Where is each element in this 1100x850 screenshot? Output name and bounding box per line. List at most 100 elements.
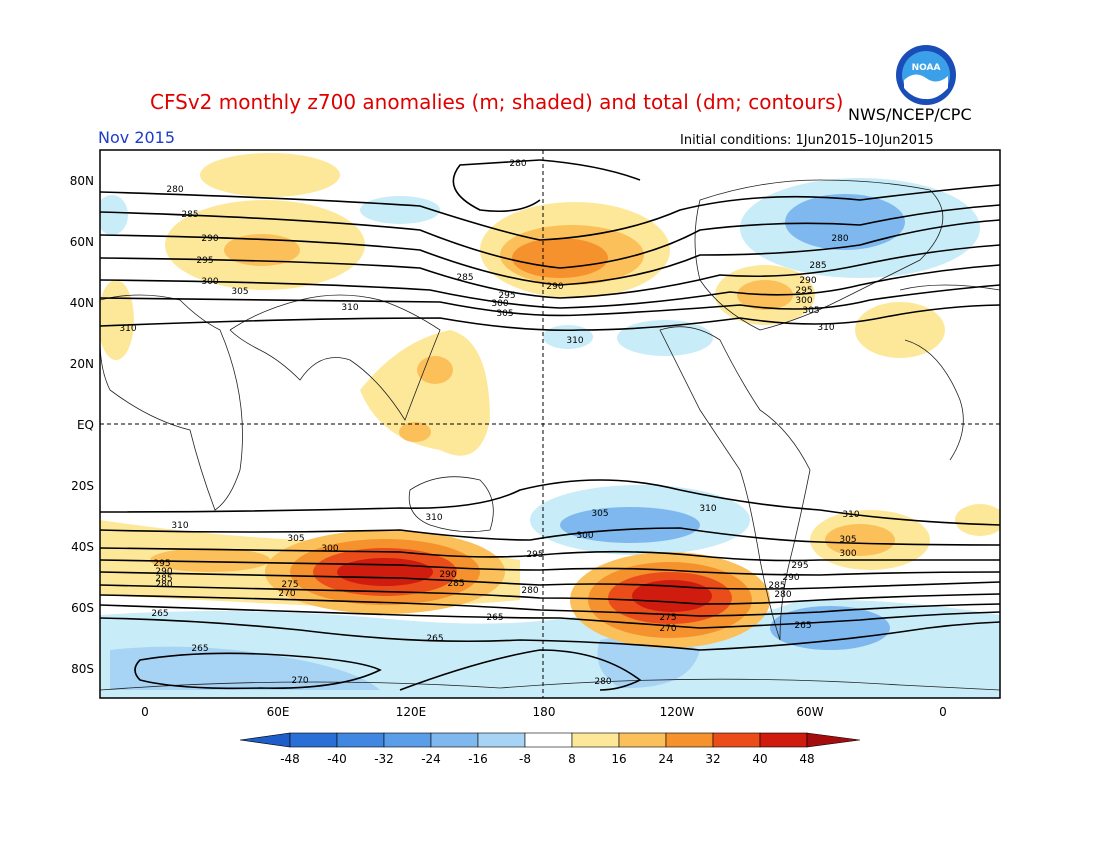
lon-label: 120E — [396, 705, 427, 719]
contour-label: 300 — [795, 296, 812, 306]
contour-label: 270 — [291, 676, 308, 686]
colorbar-label: -24 — [421, 752, 441, 766]
contour-label: 285 — [181, 210, 198, 220]
contour-label-group: 280 285 290 295 300 305 310 310 280 285 … — [119, 159, 859, 687]
contour-label: 270 — [278, 589, 295, 599]
org-label: NWS/NCEP/CPC — [848, 105, 972, 124]
contour-label: 300 — [321, 544, 338, 554]
contour-label: 300 — [201, 277, 218, 287]
noaa-logo: NOAA — [896, 45, 956, 105]
colorbar-label: 40 — [752, 752, 767, 766]
contour-label: 285 — [768, 581, 785, 591]
lat-label: 80N — [70, 174, 94, 188]
colorbar-label: 24 — [658, 752, 673, 766]
contour-label: 295 — [153, 559, 170, 569]
lat-label: 80S — [71, 662, 94, 676]
contour-label: 300 — [839, 549, 856, 559]
colorbar-label: -32 — [374, 752, 394, 766]
lon-label: 0 — [141, 705, 149, 719]
initial-conditions: Initial conditions: 1Jun2015–10Jun2015 — [680, 133, 934, 148]
colorbar-label: -16 — [468, 752, 488, 766]
svg-text:NOAA: NOAA — [912, 63, 941, 73]
lat-label: 40N — [70, 296, 94, 310]
lon-label: 120W — [660, 705, 695, 719]
contour-label: 305 — [496, 309, 513, 319]
contour-label: 305 — [839, 535, 856, 545]
contour-label: 265 — [426, 634, 443, 644]
contour-label: 280 — [166, 185, 183, 195]
contour-label: 280 — [774, 590, 791, 600]
colorbar-swatch — [430, 732, 479, 748]
contour-label: 310 — [341, 303, 358, 313]
contour-label: 285 — [456, 273, 473, 283]
positive-anomaly-shading — [100, 153, 1000, 648]
contour-label: 265 — [794, 621, 811, 631]
contour-label: 285 — [155, 574, 172, 584]
contour-label: 285 — [809, 261, 826, 271]
colorbar-swatch — [665, 732, 714, 748]
contour-label: 310 — [171, 521, 188, 531]
contour-label: 305 — [591, 509, 608, 519]
colorbar-low-arrow — [239, 732, 291, 748]
lat-label: 20N — [70, 357, 94, 371]
lon-label: 0 — [939, 705, 947, 719]
contour-label: 270 — [659, 624, 676, 634]
map-field: 280 285 290 295 300 305 310 310 280 285 … — [100, 150, 1000, 698]
contour-label: 280 — [155, 580, 172, 590]
lon-label: 60E — [267, 705, 290, 719]
colorbar-swatch — [524, 732, 573, 748]
contour-label: 285 — [447, 579, 464, 589]
coastlines — [100, 179, 1000, 691]
contour-label: 295 — [795, 286, 812, 296]
contour-label: 310 — [119, 324, 136, 334]
contour-label: 265 — [191, 644, 208, 654]
contour-label: 295 — [526, 550, 543, 560]
height-contours — [100, 159, 1000, 691]
contour-label: 310 — [817, 323, 834, 333]
contour-label: 265 — [151, 609, 168, 619]
colorbar-label: 16 — [611, 752, 626, 766]
contour-label: 300 — [491, 299, 508, 309]
colorbar-swatch — [477, 732, 526, 748]
colorbar — [239, 732, 861, 748]
contour-label: 280 — [594, 677, 611, 687]
contour-label: 310 — [842, 510, 859, 520]
contour-label: 280 — [521, 586, 538, 596]
contour-label: 290 — [799, 276, 816, 286]
contour-label: 300 — [576, 531, 593, 541]
colorbar-swatch — [712, 732, 761, 748]
contour-label: 290 — [439, 570, 456, 580]
chart-title: CFSv2 monthly z700 anomalies (m; shaded)… — [150, 90, 844, 114]
lon-label: 180 — [533, 705, 556, 719]
contour-label: 295 — [196, 256, 213, 266]
colorbar-label: 32 — [705, 752, 720, 766]
lat-label: 60S — [71, 601, 94, 615]
map-frame — [99, 149, 1001, 699]
lat-label: 40S — [71, 540, 94, 554]
lat-label: 60N — [70, 235, 94, 249]
colorbar-swatch — [336, 732, 385, 748]
colorbar-swatch — [571, 732, 620, 748]
colorbar-label: -48 — [280, 752, 300, 766]
contour-label: 305 — [231, 287, 248, 297]
contour-label: 290 — [546, 282, 563, 292]
contour-label: 275 — [281, 580, 298, 590]
colorbar-swatch — [383, 732, 432, 748]
contour-label: 295 — [498, 291, 515, 301]
contour-label: 305 — [802, 306, 819, 316]
contour-label: 305 — [287, 534, 304, 544]
lat-label: 20S — [71, 479, 94, 493]
colorbar-high-arrow — [806, 732, 861, 748]
contour-label: 280 — [509, 159, 526, 169]
contour-label: 265 — [486, 613, 503, 623]
colorbar-label: 48 — [799, 752, 814, 766]
contour-label: 290 — [201, 234, 218, 244]
colorbar-label: 8 — [568, 752, 576, 766]
contour-label: 310 — [566, 336, 583, 346]
contour-label: 310 — [699, 504, 716, 514]
forecast-month: Nov 2015 — [98, 128, 176, 147]
colorbar-label: -8 — [519, 752, 531, 766]
colorbar-swatch — [759, 732, 808, 748]
lat-label: EQ — [77, 418, 94, 432]
